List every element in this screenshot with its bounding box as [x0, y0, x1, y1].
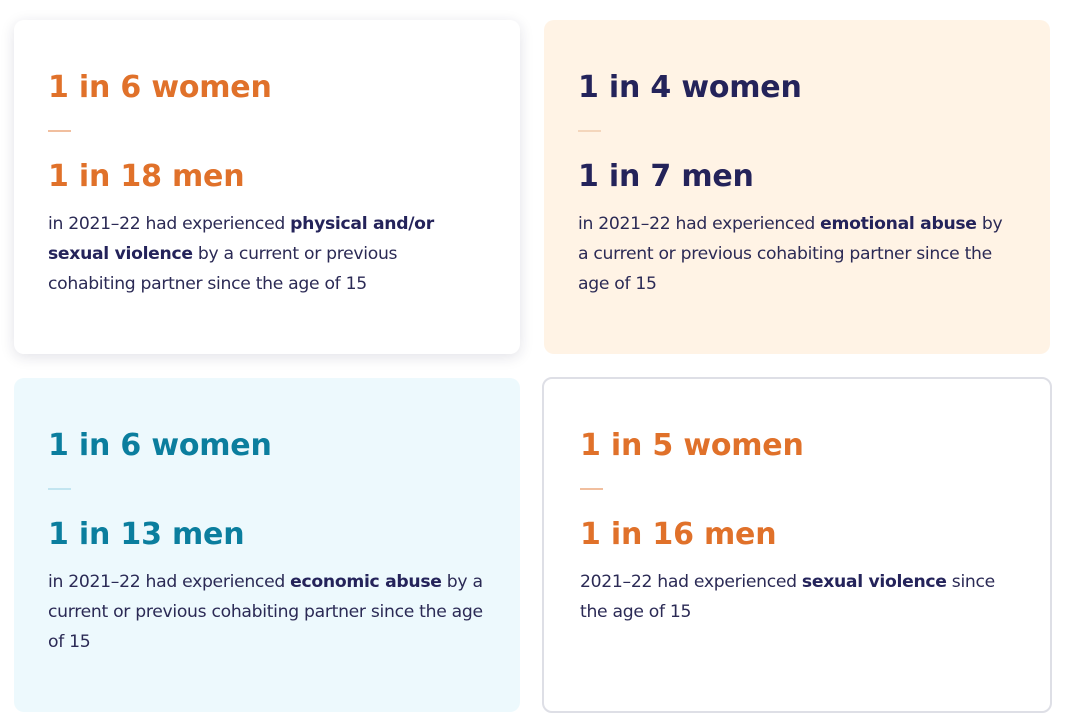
stat-card-emotional-abuse: 1 in 4 women 1 in 7 men in 2021–22 had e… — [544, 20, 1050, 354]
desc-text: in 2021–22 had experienced — [48, 572, 291, 592]
divider — [580, 488, 603, 490]
desc-text: by a current or previous cohabiting part… — [48, 244, 398, 294]
desc-highlight: sexual violence — [801, 572, 947, 592]
desc-text: since the age of 15 — [580, 572, 995, 622]
stat-women: 1 in 6 women — [48, 70, 272, 105]
stat-card-economic-abuse: 1 in 6 women 1 in 13 men in 2021–22 had … — [14, 378, 520, 712]
desc-text: in 2021–22 had experienced — [578, 214, 821, 234]
stat-women: 1 in 4 women — [578, 70, 802, 105]
desc-highlight: economic abuse — [290, 572, 442, 592]
divider — [48, 130, 71, 132]
stat-card-physical-sexual-violence: 1 in 6 women 1 in 18 men in 2021–22 had … — [14, 20, 520, 354]
stat-description: in 2021–22 had experienced economic abus… — [48, 567, 486, 657]
stat-card-sexual-violence: 1 in 5 women 1 in 16 men 2021–22 had exp… — [542, 377, 1052, 713]
stat-women: 1 in 5 women — [580, 428, 804, 463]
divider — [48, 488, 71, 490]
stat-men: 1 in 18 men — [48, 159, 245, 194]
stat-men: 1 in 7 men — [578, 159, 754, 194]
stat-description: in 2021–22 had experienced emotional abu… — [578, 209, 1016, 299]
desc-text: by a current or previous cohabiting part… — [578, 214, 1003, 294]
stat-description: in 2021–22 had experienced physical and/… — [48, 209, 486, 299]
desc-text: 2021–22 had experienced — [580, 572, 802, 592]
desc-text: in 2021–22 had experienced — [48, 214, 291, 234]
desc-highlight: physical and/or sexual violence — [48, 214, 434, 264]
stat-men: 1 in 13 men — [48, 517, 245, 552]
stat-men: 1 in 16 men — [580, 517, 777, 552]
divider — [578, 130, 601, 132]
desc-highlight: emotional abuse — [820, 214, 977, 234]
desc-text: by a current or previous cohabiting part… — [48, 572, 483, 652]
stat-women: 1 in 6 women — [48, 428, 272, 463]
stat-description: 2021–22 had experienced sexual violence … — [580, 567, 1014, 627]
